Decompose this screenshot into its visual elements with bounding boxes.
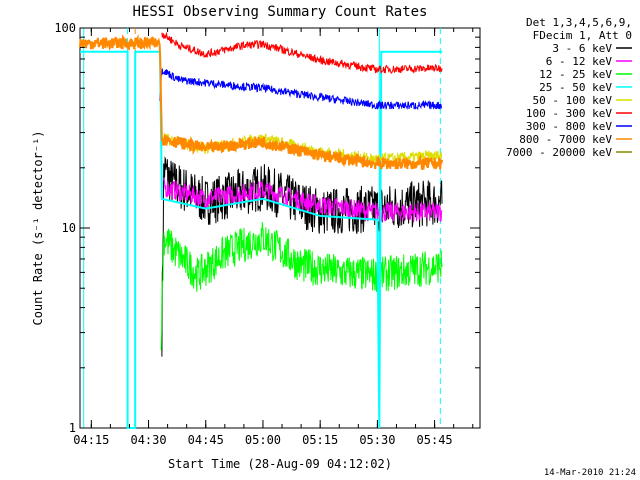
x-tick-label: 04:30 (130, 433, 166, 447)
series-line (79, 33, 444, 171)
legend-header-line-2: FDecim 1, Att 0 (533, 29, 632, 42)
legend-entry-label: 25 - 50 keV (539, 81, 612, 94)
legend-entry-label: 800 - 7000 keV (519, 133, 612, 146)
legend-entry-label: 6 - 12 keV (546, 55, 613, 68)
legend-header-line-1: Det 1,3,4,5,6,9, (526, 16, 632, 29)
x-axis-ticks: 04:15 04:30 04:45 05:00 05:15 05:30 05:45 (73, 28, 474, 447)
x-tick-label: 05:00 (245, 433, 281, 447)
chart-title: HESSI Observing Summary Count Rates (132, 4, 427, 20)
legend-entry-label: 3 - 6 keV (552, 42, 612, 55)
x-tick-label: 04:15 (73, 433, 109, 447)
series-line (80, 50, 443, 429)
x-tick-label: 05:45 (417, 433, 453, 447)
x-tick-label: 05:15 (302, 433, 338, 447)
series-line (161, 156, 443, 357)
legend-entry-label: 50 - 100 keV (533, 94, 613, 107)
y-axis-label: Count Rate (s⁻¹ detector⁻¹) (31, 130, 45, 325)
series-line (160, 221, 443, 351)
plot-area: 04:15 04:30 04:45 05:00 05:15 05:30 05:45 1101… (54, 21, 481, 447)
legend-entry-label: 12 - 25 keV (539, 68, 612, 81)
plot-frame (79, 27, 481, 429)
y-tick-label: 100 (54, 21, 76, 35)
x-tick-label: 05:30 (359, 433, 395, 447)
legend-entry-label: 7000 - 20000 keV (506, 146, 612, 159)
y-tick-label: 10 (62, 221, 76, 235)
series-line (159, 68, 443, 111)
legend-entry-label: 300 - 800 keV (526, 120, 612, 133)
footer-timestamp: 14-Mar-2010 21:24 (544, 468, 636, 478)
series-line (163, 177, 443, 224)
x-tick-label: 04:45 (188, 433, 224, 447)
legend-entry-label: 100 - 300 keV (526, 107, 612, 120)
legend: Det 1,3,4,5,6,9, FDecim 1, Att 0 3 - 6 k… (506, 16, 632, 159)
y-axis-ticks: 1 10 100 (54, 21, 480, 435)
y-tick-label: 1 (69, 421, 76, 435)
series-line (161, 32, 443, 75)
x-axis-label: Start Time (28-Aug-09 04:12:02) (168, 457, 392, 471)
series-lines (79, 32, 444, 429)
